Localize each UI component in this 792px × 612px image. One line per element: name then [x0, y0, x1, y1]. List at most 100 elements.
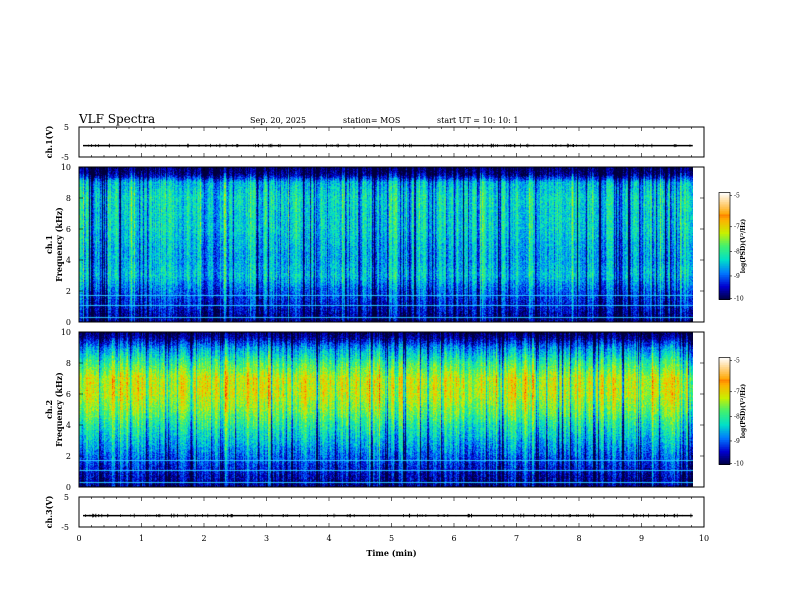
ch3-waveform-signal-spikes — [85, 513, 692, 518]
colorbar-step — [719, 267, 730, 270]
colorbar-step — [719, 219, 730, 222]
ch2-spectrogram-colorbar-frame — [718, 357, 731, 465]
colorbar-step — [719, 213, 730, 217]
ch2-spectrogram-ylabel-line: ch.2 — [44, 400, 54, 419]
colorbar-step — [719, 295, 730, 299]
colorbar-step — [719, 364, 730, 367]
colorbar-step — [719, 242, 730, 245]
colorbar-step — [719, 405, 730, 408]
colorbar-step — [719, 215, 730, 218]
colorbar-step — [719, 434, 730, 437]
station-label: station= MOS — [343, 116, 400, 125]
colorbar-step — [719, 221, 730, 224]
colorbar-step — [719, 446, 730, 449]
time-tick-label: 10 — [699, 534, 709, 543]
colorbar-step — [719, 400, 730, 403]
colorbar-step — [719, 254, 730, 258]
colorbar-step — [719, 197, 730, 201]
time-tick-label: 3 — [264, 534, 269, 543]
ch2-colorbar: -5 -7 -8 -9 -10 log(PSD)(V²/Hz) — [718, 357, 747, 467]
colorbar-step — [719, 244, 730, 247]
colorbar-step — [719, 432, 730, 435]
colorbar-step — [719, 272, 730, 276]
colorbar-step — [719, 238, 730, 242]
ch1-spectrogram-ylabel: ch.1Frequency (kHz) — [44, 207, 64, 282]
colorbar-step — [719, 455, 730, 458]
colorbar-step — [719, 196, 730, 199]
colorbar-step — [719, 387, 730, 391]
ch3-waveform-ylabel: ch.3(V) — [44, 495, 54, 528]
colorbar-step — [719, 228, 730, 231]
colorbar-step — [719, 263, 730, 267]
colorbar-step — [719, 203, 730, 206]
colorbar-step — [719, 206, 730, 210]
colorbar-tick-label: -7 — [734, 224, 740, 231]
colorbar-step — [719, 425, 730, 428]
ch1-spectrogram-colorbar-frame — [718, 192, 731, 300]
colorbar-tick-label: -9 — [734, 273, 740, 280]
colorbar-step — [719, 208, 730, 211]
colorbar-step — [719, 418, 730, 421]
colorbar-step — [719, 199, 730, 202]
date-label: Sep. 20, 2025 — [250, 116, 306, 125]
ch2-spectrogram-panel: 0 2 4 6 8 10 ch.2Frequency (kHz) — [44, 328, 705, 492]
ch2-spectrogram-ytick-label: 4 — [66, 421, 71, 430]
colorbar-step — [719, 246, 730, 249]
colorbar-step — [719, 393, 730, 396]
colorbar-step — [719, 459, 730, 462]
colorbar-step — [719, 283, 730, 286]
colorbar-step — [719, 411, 730, 414]
colorbar-label: log(PSD)(V²/Hz) — [740, 384, 747, 439]
colorbar-step — [719, 428, 730, 432]
colorbar-step — [719, 297, 730, 300]
colorbar-step — [719, 212, 730, 215]
colorbar-step — [719, 462, 730, 465]
ch1-spectrogram-panel: 0 2 4 6 8 10 ch.1Frequency (kHz) — [44, 163, 705, 327]
colorbar-step — [719, 292, 730, 295]
colorbar-step — [719, 359, 730, 362]
colorbar-step — [719, 443, 730, 446]
colorbar-step — [719, 222, 730, 226]
colorbar-step — [719, 378, 730, 382]
colorbar-step — [719, 437, 730, 441]
colorbar-step — [719, 375, 730, 378]
colorbar-step — [719, 258, 730, 261]
colorbar-step — [719, 201, 730, 204]
time-tick-label: 0 — [76, 534, 81, 543]
ch1-spectrogram-ytick-label: 10 — [61, 163, 71, 172]
colorbar-label: log(PSD)(V²/Hz) — [740, 219, 747, 274]
colorbar-step — [719, 398, 730, 401]
time-tick-label: 2 — [201, 534, 206, 543]
time-tick-label: 6 — [451, 534, 456, 543]
colorbar-step — [719, 247, 730, 251]
colorbar-tick-label: -5 — [734, 193, 740, 200]
colorbar-step — [719, 396, 730, 400]
colorbar-step — [719, 394, 730, 398]
colorbar-tick-label: -7 — [734, 389, 740, 396]
colorbar-step — [719, 251, 730, 254]
colorbar-step — [719, 444, 730, 448]
colorbar-step — [719, 274, 730, 277]
colorbar-step — [719, 366, 730, 369]
colorbar-step — [719, 290, 730, 293]
colorbar-tick-label: -9 — [734, 438, 740, 445]
colorbar-step — [719, 361, 730, 364]
ch2-spectrogram-ylabel-line: Frequency (kHz) — [54, 372, 64, 447]
ch1-waveform-ytick-label: 5 — [64, 123, 69, 132]
colorbar-step — [719, 391, 730, 394]
colorbar-step — [719, 276, 730, 279]
colorbar-step — [719, 453, 730, 457]
colorbar-step — [719, 231, 730, 235]
colorbar-step — [719, 287, 730, 290]
time-axis-label: Time (min) — [366, 548, 416, 558]
colorbar-step — [719, 403, 730, 407]
colorbar-step — [719, 389, 730, 392]
colorbar-step — [719, 240, 730, 243]
colorbar-step — [719, 409, 730, 412]
ch1-waveform-panel: 5 -5 ch.1(V) — [44, 123, 705, 162]
colorbar-step — [719, 357, 730, 360]
time-tick-label: 8 — [576, 534, 581, 543]
colorbar-tick-label: -8 — [734, 248, 740, 255]
ch1-waveform-signal-spikes — [88, 143, 691, 148]
time-tick-label: 7 — [514, 534, 519, 543]
